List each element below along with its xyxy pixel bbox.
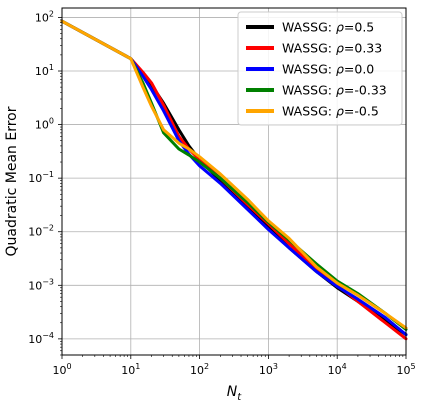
y-tick-label: 10−1 [28,170,54,185]
y-axis-label: Quadratic Mean Error [4,106,20,256]
legend-label-2: WASSG: ρ=0.0 [282,62,374,77]
x-tick-label: 105 [396,362,415,377]
legend: WASSG: ρ=0.5 WASSG: ρ=0.33 WASSG: ρ=0.0 WAS… [237,11,403,126]
x-axis-label-subscript: t [237,392,242,403]
legend-label-4: WASSG: ρ=-0.5 [282,104,379,119]
legend-box [237,11,403,126]
plot-frame [61,7,407,356]
y-tick-label: 101 [35,63,54,78]
x-tick-label: 100 [52,362,71,377]
x-tick-label: 104 [328,362,347,377]
y-tick-label: 10−2 [28,224,54,239]
series-lines [60,19,408,341]
y-tick-label: 100 [35,117,54,132]
legend-label-0: WASSG: ρ=0.5 [282,20,374,35]
series-line-2 [60,19,408,337]
y-tick-label: 102 [35,9,54,24]
axis-ticks: 100 101 102 103 104 105 102 101 100 10−1 10−2 10−3 1… [28,9,415,377]
series-line-4 [60,19,408,330]
legend-label-3: WASSG: ρ=-0.33 [282,83,387,98]
y-tick-label: 10−4 [28,331,54,346]
legend-label-1: WASSG: ρ=0.33 [282,41,382,56]
y-tick-label: 10−3 [28,277,54,292]
x-tick-label: 103 [259,362,278,377]
x-axis-label-main: N [227,384,238,400]
x-axis-label: Nt [227,384,242,403]
x-tick-label: 101 [121,362,140,377]
x-tick-label: 102 [190,362,209,377]
